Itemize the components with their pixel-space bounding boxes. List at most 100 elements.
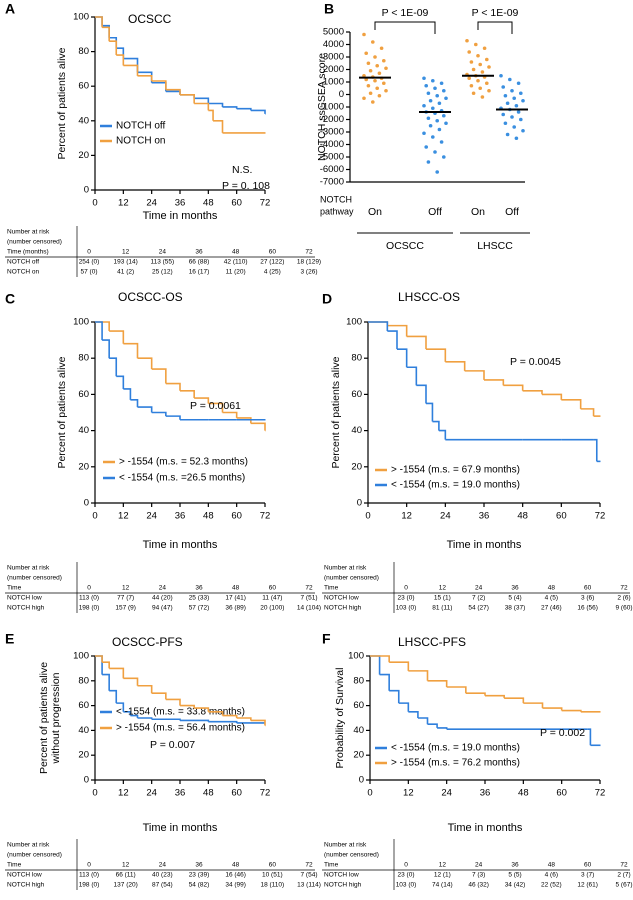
risk-row-label: NOTCH high — [324, 605, 362, 612]
x-axis-label: Time in months — [448, 822, 523, 834]
risk-cell: 54 (27) — [468, 605, 489, 612]
survival-step — [109, 689, 118, 704]
risk-cell: 20 (100) — [260, 605, 284, 612]
survival-step — [208, 109, 214, 121]
risk-time: 48 — [548, 862, 556, 869]
y-tick-label: 4000 — [323, 39, 344, 50]
survival-step — [194, 397, 210, 404]
dot — [373, 78, 377, 83]
risk-header: Number at risk — [7, 842, 50, 849]
risk-time: 0 — [404, 862, 408, 869]
risk-time: 0 — [87, 862, 91, 869]
risk-cell: 66 (88) — [189, 259, 210, 266]
survival-step — [408, 711, 419, 718]
risk-row-label: NOTCH low — [7, 872, 42, 879]
dot — [471, 91, 476, 96]
risk-cell: 25 (33) — [189, 595, 210, 602]
dot — [478, 62, 483, 67]
risk-cell: 23 (39) — [189, 872, 210, 879]
survival-step — [464, 370, 485, 380]
survival-step — [180, 389, 195, 399]
risk-time-label: Time — [324, 585, 339, 592]
risk-time-label: Time (months) — [7, 249, 49, 256]
dot — [505, 101, 510, 106]
risk-cell: 18 (129) — [297, 259, 321, 266]
dot — [428, 98, 433, 103]
dot — [442, 155, 446, 159]
dot — [437, 127, 442, 132]
risk-cell: 13 (114) — [297, 882, 321, 889]
panel-label: F — [322, 631, 331, 647]
survival-step — [137, 406, 153, 413]
risk-time: 48 — [232, 249, 240, 256]
annotation: N.S. — [232, 164, 252, 176]
risk-header: Number at risk — [7, 565, 50, 572]
dot — [514, 103, 519, 108]
x-tick-label: 24 — [146, 788, 157, 799]
dot — [371, 100, 375, 104]
survival-step — [465, 692, 486, 696]
risk-cell: 57 (72) — [189, 605, 210, 612]
risk-time: 12 — [122, 585, 130, 592]
risk-time: 36 — [195, 862, 203, 869]
survival-step — [370, 655, 381, 675]
risk-cell: 46 (32) — [468, 882, 489, 889]
survival-step — [102, 339, 110, 359]
x-tick-label: 24 — [146, 511, 157, 522]
y-tick-label: 0 — [84, 775, 89, 786]
survival-step — [130, 714, 139, 718]
survival-step — [165, 698, 181, 706]
y-tick-label: 60 — [351, 389, 362, 400]
risk-time: 72 — [620, 862, 628, 869]
x-tick-label: 36 — [479, 511, 490, 522]
risk-time: 24 — [159, 862, 167, 869]
survival-step — [208, 402, 224, 413]
risk-header: (number censored) — [7, 852, 62, 859]
legend-label: > -1554 (m.s. = 52.3 months) — [119, 457, 248, 468]
survival-step — [523, 702, 544, 709]
survival-step — [151, 81, 167, 92]
y-tick-label: -4000 — [320, 139, 344, 150]
annotation: P = 0.007 — [150, 739, 195, 751]
survival-step — [116, 375, 125, 389]
dot — [364, 51, 369, 56]
dot — [379, 46, 384, 51]
dot — [482, 46, 487, 51]
x-tick-label: 0 — [92, 788, 97, 799]
survival-step — [398, 702, 410, 712]
survival-step — [427, 723, 438, 728]
dot — [480, 95, 485, 99]
risk-cell: 23 (0) — [398, 595, 415, 602]
risk-cell: 198 (0) — [79, 882, 100, 889]
x-axis-label: Time in months — [143, 210, 218, 222]
y-tick-label: -1000 — [320, 102, 344, 113]
y-tick-label: -3000 — [320, 127, 344, 138]
y-tick-label: 60 — [353, 700, 364, 711]
survival-step — [484, 379, 505, 386]
x-axis-label: NOTCH — [320, 194, 352, 204]
risk-cell: 12 (1) — [434, 872, 451, 879]
risk-cell: 103 (0) — [396, 605, 417, 612]
dot — [501, 112, 506, 117]
category-label: Off — [505, 206, 519, 218]
y-tick-label: 1000 — [323, 77, 344, 88]
risk-cell: 5 (5) — [508, 872, 521, 879]
risk-row-label: NOTCH high — [7, 605, 45, 612]
survival-step — [389, 661, 410, 671]
survival-step — [387, 324, 408, 337]
dot — [431, 106, 435, 111]
survival-step — [561, 399, 582, 409]
risk-time: 12 — [439, 862, 447, 869]
risk-header: Number at risk — [324, 565, 367, 572]
survival-step — [180, 94, 195, 104]
x-tick-label: 60 — [231, 511, 242, 522]
survival-step — [379, 673, 390, 691]
risk-cell: 193 (14) — [114, 259, 138, 266]
y-tick-label: 40 — [78, 425, 89, 436]
survival-step — [102, 26, 110, 42]
survival-step — [109, 357, 118, 377]
risk-time: 60 — [269, 249, 277, 256]
risk-time: 48 — [232, 585, 240, 592]
risk-cell: 15 (1) — [434, 595, 451, 602]
dot — [424, 83, 429, 88]
